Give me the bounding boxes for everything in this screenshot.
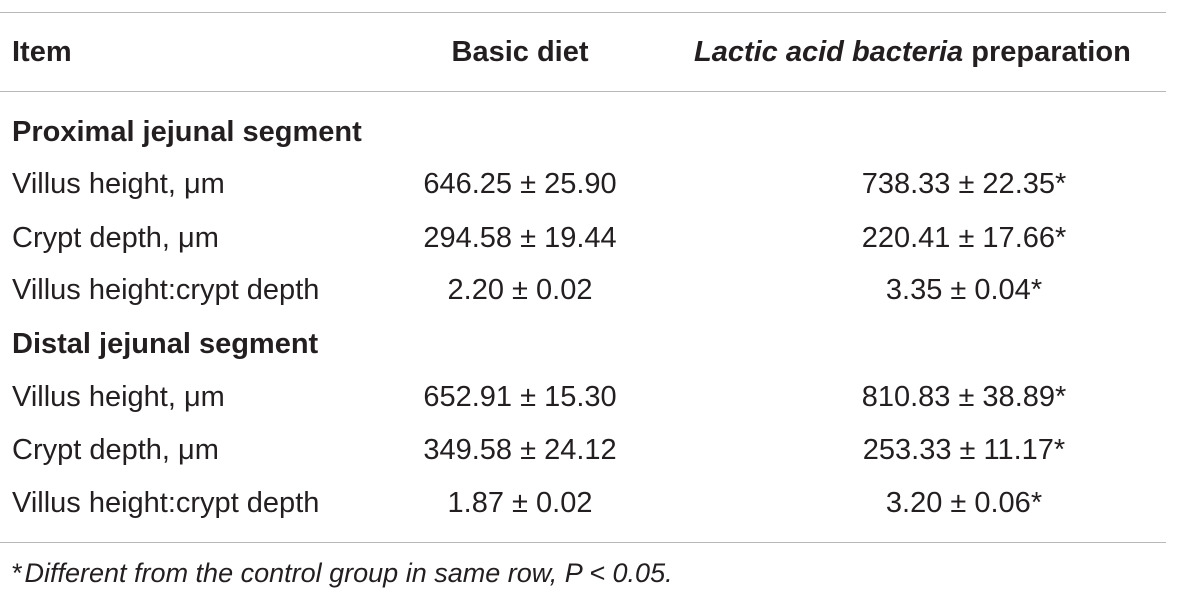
footnote-mark: * <box>12 558 23 588</box>
section-title-proximal: Proximal jejunal segment <box>12 116 362 148</box>
row-item: Crypt depth, μm <box>12 434 219 466</box>
row-item: Villus height, μm <box>12 168 225 200</box>
header-item: Item <box>12 36 72 68</box>
row-item: Villus height, μm <box>12 381 225 413</box>
row-item: Villus height:crypt depth <box>12 274 320 306</box>
row-basic-value: 1.87 ± 0.02 <box>447 487 593 519</box>
row-item: Villus height:crypt depth <box>12 487 320 519</box>
header-lab-rest: preparation <box>971 36 1131 68</box>
footnote-text: Different from the control group in same… <box>24 558 673 588</box>
row-basic-value: 2.20 ± 0.02 <box>447 274 593 306</box>
header-basic-diet: Basic diet <box>451 36 589 68</box>
row-lab-value: 3.35 ± 0.04* <box>885 274 1043 306</box>
table-footnote: *Different from the control group in sam… <box>12 556 673 590</box>
bottom-rule <box>0 542 1166 543</box>
row-lab-value: 220.41 ± 17.66* <box>861 222 1067 254</box>
row-item: Crypt depth, μm <box>12 222 219 254</box>
row-basic-value: 652.91 ± 15.30 <box>423 381 617 413</box>
top-rule <box>0 12 1166 13</box>
header-lab-preparation: Lactic acid bacteria preparation <box>694 34 1131 70</box>
row-basic-value: 294.58 ± 19.44 <box>423 222 617 254</box>
section-title-distal: Distal jejunal segment <box>12 328 319 360</box>
row-lab-value: 810.83 ± 38.89* <box>861 381 1067 413</box>
row-lab-value: 738.33 ± 22.35* <box>861 168 1067 200</box>
row-basic-value: 349.58 ± 24.12 <box>423 434 617 466</box>
row-basic-value: 646.25 ± 25.90 <box>423 168 617 200</box>
row-lab-value: 3.20 ± 0.06* <box>885 487 1043 519</box>
header-rule <box>0 91 1166 92</box>
header-lab-italic: Lactic acid bacteria <box>694 36 964 68</box>
row-lab-value: 253.33 ± 11.17* <box>862 434 1066 466</box>
